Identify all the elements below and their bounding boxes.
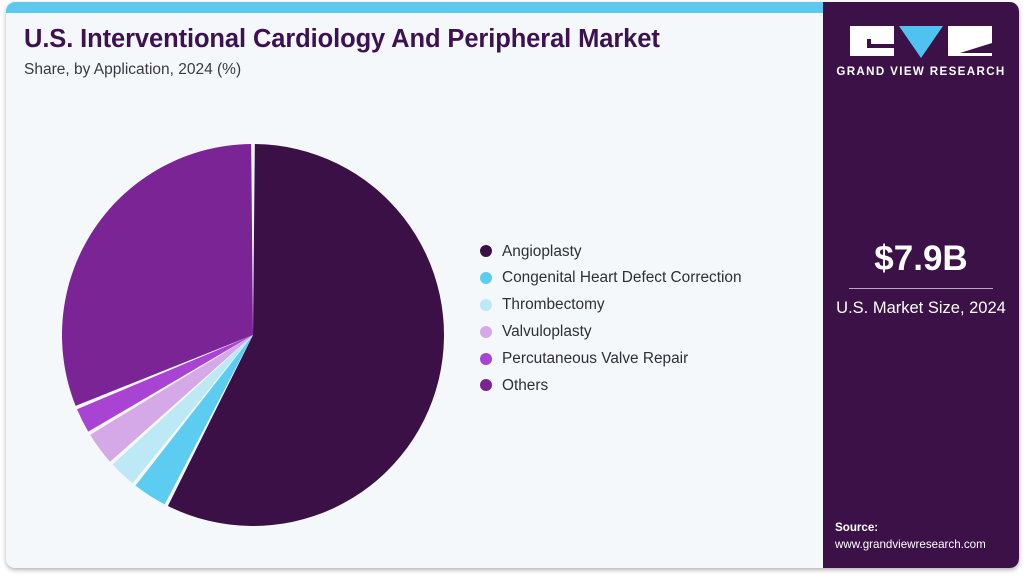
- source-label: Source:: [835, 521, 879, 535]
- brand-logo: GRAND VIEW RESEARCH: [823, 26, 1019, 78]
- chart-header: U.S. Interventional Cardiology And Perip…: [24, 24, 814, 80]
- pie-slice[interactable]: [112, 335, 253, 484]
- chart-legend: Angioplasty Congenital Heart Defect Corre…: [480, 238, 810, 399]
- pie-chart: [6, 2, 506, 567]
- legend-color-swatch-icon: [480, 272, 492, 285]
- logo-r-icon: [948, 26, 992, 56]
- logo-marks: [823, 26, 1019, 58]
- source-block: Source: www.grandviewresearch.com: [835, 520, 1019, 554]
- legend-item[interactable]: Percutaneous Valve Repair: [480, 345, 810, 372]
- legend-item-label: Percutaneous Valve Repair: [502, 349, 689, 367]
- logo-g-icon: [850, 26, 894, 56]
- legend-item[interactable]: Thrombectomy: [480, 292, 810, 319]
- market-size-caption: U.S. Market Size, 2024: [836, 298, 1006, 317]
- chart-card: U.S. Interventional Cardiology And Perip…: [6, 2, 1019, 568]
- pie-chart-svg: [61, 144, 445, 527]
- pie-slice[interactable]: [77, 335, 253, 432]
- page-title: U.S. Interventional Cardiology And Perip…: [24, 25, 660, 53]
- legend-item-label: Valvuloplasty: [502, 323, 592, 341]
- top-accent-bar: [6, 2, 823, 13]
- pie-slice[interactable]: [61, 144, 253, 406]
- legend-item[interactable]: Others: [480, 372, 810, 399]
- legend-item[interactable]: Congenital Heart Defect Correction: [480, 265, 810, 292]
- chart-subtitle: Share, by Application, 2024 (%): [24, 61, 242, 79]
- stat-divider: [849, 287, 993, 289]
- market-size-stat: $7.9B U.S. Market Size, 2024: [823, 239, 1019, 319]
- market-size-value: $7.9B: [874, 239, 968, 278]
- legend-item-label: Thrombectomy: [502, 296, 605, 314]
- legend-color-swatch-icon: [480, 325, 492, 338]
- legend-color-swatch-icon: [480, 352, 492, 365]
- brand-name: GRAND VIEW RESEARCH: [836, 65, 1006, 78]
- source-url: www.grandviewresearch.com: [835, 538, 986, 552]
- pie-slice-group: [61, 144, 445, 527]
- legend-item-label: Others: [502, 376, 549, 394]
- legend-color-swatch-icon: [480, 379, 492, 392]
- pie-slice[interactable]: [167, 144, 445, 527]
- legend-item[interactable]: Valvuloplasty: [480, 318, 810, 345]
- legend-color-swatch-icon: [480, 298, 492, 311]
- brand-side-panel: GRAND VIEW RESEARCH $7.9B U.S. Market Si…: [823, 2, 1019, 568]
- logo-v-triangle-icon: [899, 26, 943, 58]
- pie-slice[interactable]: [90, 335, 253, 462]
- legend-color-swatch-icon: [480, 245, 492, 258]
- pie-slice[interactable]: [135, 335, 253, 505]
- legend-item-label: Congenital Heart Defect Correction: [502, 269, 742, 287]
- legend-item[interactable]: Angioplasty: [480, 238, 810, 265]
- legend-item-label: Angioplasty: [502, 242, 582, 260]
